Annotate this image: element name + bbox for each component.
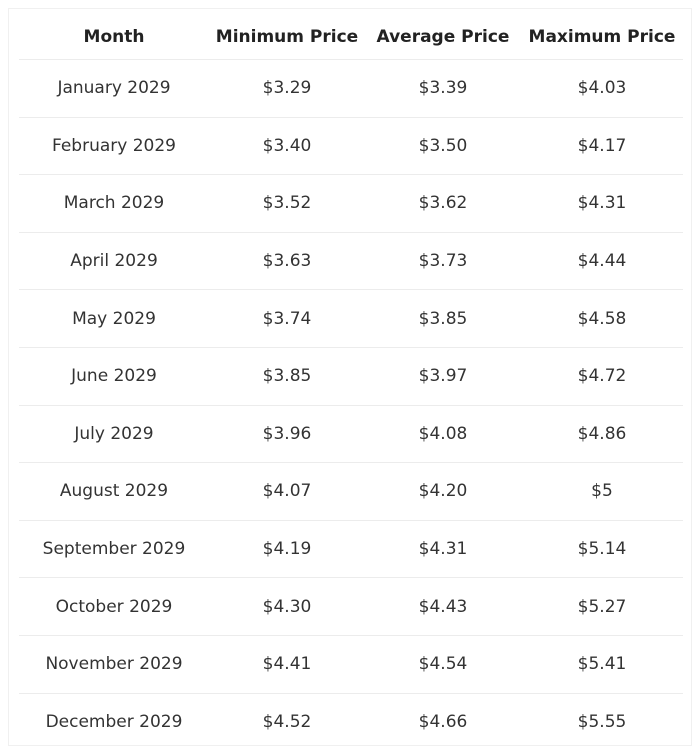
- table-row: March 2029 $3.52 $3.62 $4.31: [19, 174, 683, 233]
- price-cell: $3.63: [209, 231, 365, 290]
- price-cell: $4.72: [521, 346, 683, 406]
- price-cell: $4.30: [209, 577, 365, 636]
- month-cell: September 2029: [19, 519, 209, 578]
- price-cell: $3.73: [365, 231, 521, 290]
- header-cell: Month: [83, 27, 145, 47]
- price-cell: $4.52: [209, 692, 365, 751]
- price-cell: $4.44: [521, 231, 683, 290]
- month-cell: November 2029: [19, 634, 209, 694]
- price-cell: $4.19: [209, 519, 365, 578]
- price-cell: $4.03: [521, 59, 683, 118]
- price-cell: $4.07: [209, 462, 365, 521]
- price-cell: $5.55: [521, 692, 683, 751]
- price-cell: $4.54: [365, 634, 521, 694]
- month-cell: July 2029: [19, 404, 209, 463]
- price-cell: $4.66: [365, 692, 521, 751]
- month-cell: August 2029: [19, 462, 209, 521]
- month-cell: January 2029: [19, 59, 209, 118]
- month-cell: May 2029: [19, 289, 209, 348]
- month-cell: December 2029: [19, 692, 209, 751]
- price-cell: $5: [521, 462, 683, 521]
- price-cell: $3.40: [209, 116, 365, 175]
- price-cell: $4.08: [365, 404, 521, 463]
- price-cell: $4.41: [209, 634, 365, 694]
- price-cell: $4.86: [521, 404, 683, 463]
- month-cell: April 2029: [19, 231, 209, 290]
- header-cell: Maximum Price: [528, 27, 676, 47]
- table-row: April 2029 $3.63 $3.73 $4.44: [19, 231, 683, 290]
- table-row: October 2029 $4.30 $4.43 $5.27: [19, 577, 683, 636]
- table-row: September 2029 $4.19 $4.31 $5.14: [19, 519, 683, 578]
- table-row: June 2029 $3.85 $3.97 $4.72: [19, 346, 683, 406]
- table-row: February 2029 $3.40 $3.50 $4.17: [19, 116, 683, 175]
- header-cell: Average Price: [376, 27, 510, 47]
- table-row: November 2029 $4.41 $4.54 $5.41: [19, 634, 683, 694]
- price-cell: $3.39: [365, 59, 521, 118]
- price-cell: $4.43: [365, 577, 521, 636]
- table-row: December 2029 $4.52 $4.66 $5.55: [19, 692, 683, 751]
- price-cell: $4.31: [521, 174, 683, 233]
- month-cell: February 2029: [19, 116, 209, 175]
- price-cell: $4.31: [365, 519, 521, 578]
- table-container: Month Minimum Price Average Price Maximum P…: [8, 8, 692, 751]
- price-cell: $3.74: [209, 289, 365, 348]
- price-cell: $3.96: [209, 404, 365, 463]
- table-row: August 2029 $4.07 $4.20 $5: [19, 462, 683, 521]
- price-cell: $5.41: [521, 634, 683, 694]
- price-cell: $4.20: [365, 462, 521, 521]
- price-cell: $3.50: [365, 116, 521, 175]
- price-cell: $3.52: [209, 174, 365, 233]
- price-cell: $3.62: [365, 174, 521, 233]
- price-cell: $5.14: [521, 519, 683, 578]
- table-row: May 2029 $3.74 $3.85 $4.58: [19, 289, 683, 348]
- table-row: July 2029 $3.96 $4.08 $4.86: [19, 404, 683, 463]
- table-body: January 2029 $3.29 $3.39 $4.03 February 2029…: [19, 59, 683, 751]
- price-cell: $3.85: [209, 346, 365, 406]
- table-row: January 2029 $3.29 $3.39 $4.03: [19, 59, 683, 118]
- price-cell: $4.17: [521, 116, 683, 175]
- price-cell: $4.58: [521, 289, 683, 348]
- price-cell: $3.85: [365, 289, 521, 348]
- price-cell: $3.97: [365, 346, 521, 406]
- price-table: Month Minimum Price Average Price Maximum P…: [19, 15, 683, 751]
- month-cell: March 2029: [19, 174, 209, 233]
- price-cell: $3.29: [209, 59, 365, 118]
- price-cell: $5.27: [521, 577, 683, 636]
- month-cell: October 2029: [19, 577, 209, 636]
- month-cell: June 2029: [19, 346, 209, 406]
- header-row: Month Minimum Price Average Price Maximum P…: [19, 15, 683, 60]
- header-cell: Minimum Price: [215, 27, 359, 47]
